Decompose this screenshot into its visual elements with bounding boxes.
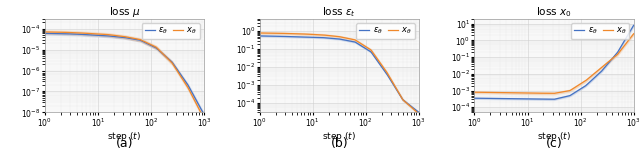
Legend: $\varepsilon_\theta$, $x_\theta$: $\varepsilon_\theta$, $x_\theta$ — [141, 23, 200, 39]
Line: $\varepsilon_\theta$: $\varepsilon_\theta$ — [45, 33, 204, 114]
Title: loss $x_0$: loss $x_0$ — [536, 5, 572, 19]
Line: $\varepsilon_\theta$: $\varepsilon_\theta$ — [260, 36, 419, 112]
Line: $x_\theta$: $x_\theta$ — [260, 33, 419, 114]
$x_\theta$ — [47, 31, 55, 33]
$x_\theta$ — [186, 91, 194, 93]
$x_\theta$ — [550, 93, 557, 94]
$\varepsilon_\theta$ — [500, 98, 508, 100]
$\varepsilon_\theta$ — [51, 33, 58, 34]
$\varepsilon_\theta$ — [415, 111, 422, 113]
$\varepsilon_\theta$ — [256, 35, 264, 37]
$\varepsilon_\theta$ — [47, 32, 55, 34]
Text: (c): (c) — [546, 137, 563, 150]
$\varepsilon_\theta$ — [285, 36, 293, 37]
$\varepsilon_\theta$ — [41, 32, 49, 34]
$x_\theta$ — [623, 42, 630, 44]
$x_\theta$ — [617, 49, 625, 51]
$x_\theta$ — [298, 33, 306, 35]
$\varepsilon_\theta$ — [200, 113, 208, 115]
$\varepsilon_\theta$ — [192, 99, 200, 101]
$x_\theta$ — [256, 32, 264, 34]
Text: (a): (a) — [116, 137, 133, 150]
Legend: $\varepsilon_\theta$, $x_\theta$: $\varepsilon_\theta$, $x_\theta$ — [572, 23, 629, 39]
$x_\theta$ — [630, 33, 637, 35]
$\varepsilon_\theta$ — [513, 98, 521, 100]
$x_\theta$ — [513, 92, 521, 94]
X-axis label: step ($t$): step ($t$) — [322, 130, 356, 143]
$x_\theta$ — [41, 31, 49, 33]
Legend: $\varepsilon_\theta$, $x_\theta$: $\varepsilon_\theta$, $x_\theta$ — [356, 23, 415, 39]
$\varepsilon_\theta$ — [186, 88, 194, 90]
$\varepsilon_\theta$ — [401, 101, 409, 102]
$x_\theta$ — [285, 33, 293, 34]
$\varepsilon_\theta$ — [298, 36, 306, 38]
$x_\theta$ — [415, 113, 422, 115]
$\varepsilon_\theta$ — [266, 35, 273, 37]
Title: loss $\varepsilon_t$: loss $\varepsilon_t$ — [322, 5, 356, 19]
$x_\theta$ — [70, 32, 78, 34]
$x_\theta$ — [480, 91, 488, 93]
X-axis label: step ($t$): step ($t$) — [108, 130, 141, 143]
$x_\theta$ — [407, 106, 415, 108]
Line: $\varepsilon_\theta$: $\varepsilon_\theta$ — [474, 25, 634, 99]
$x_\theta$ — [262, 32, 270, 34]
$\varepsilon_\theta$ — [407, 105, 415, 107]
$x_\theta$ — [500, 92, 508, 94]
Line: $x_\theta$: $x_\theta$ — [474, 34, 634, 93]
Title: loss $\mu$: loss $\mu$ — [109, 5, 140, 19]
$\varepsilon_\theta$ — [623, 37, 630, 38]
$\varepsilon_\theta$ — [70, 33, 78, 35]
Text: (b): (b) — [330, 137, 348, 150]
$\varepsilon_\theta$ — [480, 97, 488, 99]
Line: $x_\theta$: $x_\theta$ — [45, 32, 204, 119]
$\varepsilon_\theta$ — [262, 35, 270, 37]
$\varepsilon_\theta$ — [470, 97, 478, 99]
X-axis label: step ($t$): step ($t$) — [537, 130, 571, 143]
$\varepsilon_\theta$ — [550, 98, 557, 100]
$x_\theta$ — [51, 31, 58, 33]
$x_\theta$ — [477, 91, 484, 93]
$x_\theta$ — [83, 32, 91, 34]
$x_\theta$ — [200, 118, 208, 119]
$x_\theta$ — [192, 102, 200, 104]
$x_\theta$ — [401, 101, 409, 103]
$\varepsilon_\theta$ — [477, 97, 484, 99]
$\varepsilon_\theta$ — [83, 34, 91, 36]
$\varepsilon_\theta$ — [617, 46, 625, 48]
$x_\theta$ — [266, 32, 273, 34]
$x_\theta$ — [470, 91, 478, 93]
$\varepsilon_\theta$ — [630, 24, 637, 26]
